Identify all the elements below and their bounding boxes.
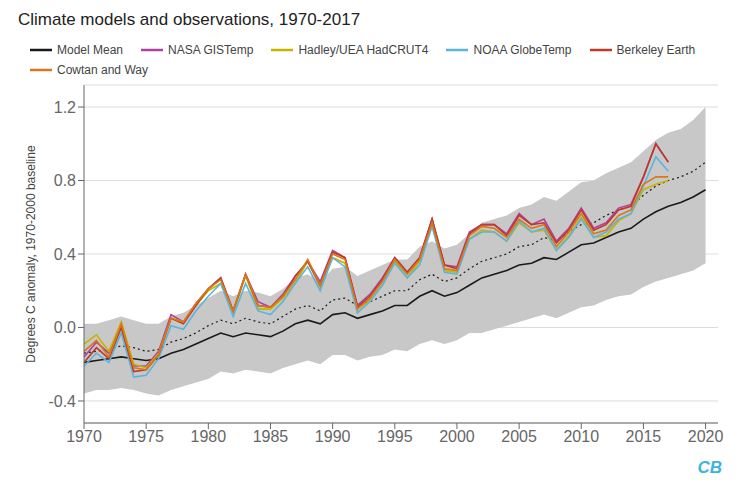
svg-text:Degrees C anomaly, 1970-2000 b: Degrees C anomaly, 1970-2000 baseline xyxy=(24,145,38,363)
svg-text:2000: 2000 xyxy=(439,428,475,445)
svg-text:1995: 1995 xyxy=(377,428,413,445)
html-text:Cowtan and Way: Cowtan and Way xyxy=(57,63,148,77)
svg-text:0.0: 0.0 xyxy=(54,319,76,336)
svg-text:1.2: 1.2 xyxy=(54,99,76,116)
html-text:Model Mean: Model Mean xyxy=(57,43,123,57)
svg-text:-0.4: -0.4 xyxy=(48,393,76,410)
svg-text:2015: 2015 xyxy=(626,428,662,445)
svg-text:1990: 1990 xyxy=(315,428,351,445)
svg-text:0.8: 0.8 xyxy=(54,172,76,189)
html-text:Berkeley Earth: Berkeley Earth xyxy=(616,43,696,57)
svg-text:2020: 2020 xyxy=(688,428,724,445)
svg-text:2010: 2010 xyxy=(563,428,599,445)
svg-text:0.4: 0.4 xyxy=(54,246,76,263)
svg-text:1975: 1975 xyxy=(128,428,164,445)
svg-text:2005: 2005 xyxy=(501,428,537,445)
svg-text:1970: 1970 xyxy=(66,428,102,445)
html-text:CB: CB xyxy=(697,458,722,477)
html-text:Hadley/UEA HadCRUT4: Hadley/UEA HadCRUT4 xyxy=(298,43,429,57)
svg-text:1985: 1985 xyxy=(253,428,289,445)
html-text:NOAA GlobeTemp: NOAA GlobeTemp xyxy=(473,43,572,57)
svg-text:1980: 1980 xyxy=(191,428,227,445)
html-text:Climate models and observation: Climate models and observations, 1970-20… xyxy=(18,10,361,29)
html-text:NASA GISTemp: NASA GISTemp xyxy=(168,43,254,57)
